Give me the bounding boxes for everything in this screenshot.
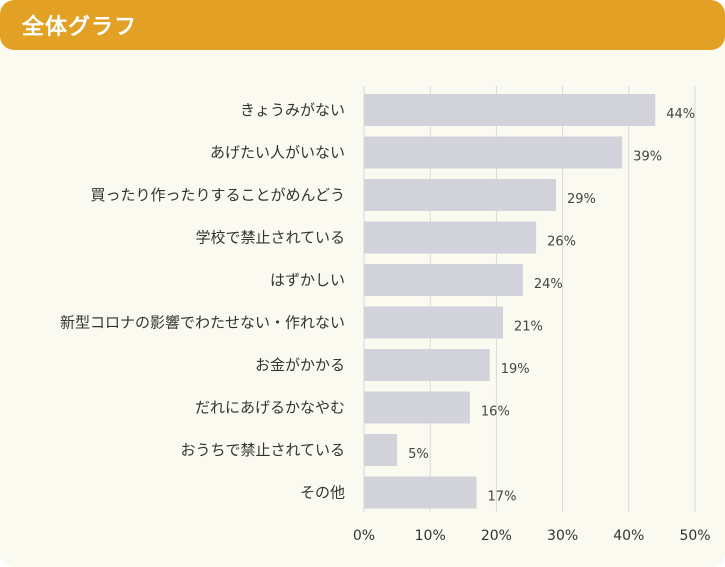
value-label: 21%	[514, 320, 543, 335]
x-tick-label: 30%	[547, 528, 578, 544]
bar	[364, 434, 398, 466]
x-tick-label: 0%	[353, 528, 375, 544]
category-label: お金がかかる	[255, 356, 345, 374]
value-label: 19%	[501, 362, 530, 377]
bar	[364, 221, 537, 254]
category-label: あげたい人がいない	[210, 144, 345, 162]
category-label: きょうみがない	[240, 101, 345, 119]
bar	[364, 136, 623, 169]
bar	[364, 264, 523, 296]
bar	[364, 306, 504, 339]
category-label: おうちで禁止されている	[180, 441, 345, 459]
x-tick-label: 40%	[613, 528, 644, 544]
chart-title: 全体グラフ	[22, 15, 138, 40]
category-label: 学校で禁止されている	[195, 229, 345, 247]
bar	[364, 179, 556, 211]
x-tick-label: 20%	[481, 528, 512, 544]
value-label: 17%	[488, 490, 517, 505]
x-tick-label: 10%	[415, 528, 446, 544]
bar	[364, 476, 477, 509]
x-tick-label: 50%	[679, 528, 710, 544]
value-label: 39%	[633, 150, 662, 165]
chart-header: 全体グラフ	[0, 0, 725, 50]
value-label: 16%	[481, 405, 510, 420]
bar	[364, 391, 470, 424]
bar	[364, 349, 490, 381]
value-label: 5%	[408, 447, 429, 462]
value-label: 29%	[567, 192, 596, 207]
category-label: だれにあげるかなやむ	[195, 399, 345, 417]
category-label: はずかしい	[270, 271, 345, 289]
category-label: 買ったり作ったりすることがめんどう	[90, 186, 345, 204]
bar	[364, 94, 656, 126]
category-label: 新型コロナの影響でわたせない・作れない	[60, 314, 345, 332]
value-label: 44%	[666, 107, 695, 122]
category-label: その他	[300, 484, 345, 502]
value-label: 26%	[547, 235, 576, 250]
value-label: 24%	[534, 277, 563, 292]
